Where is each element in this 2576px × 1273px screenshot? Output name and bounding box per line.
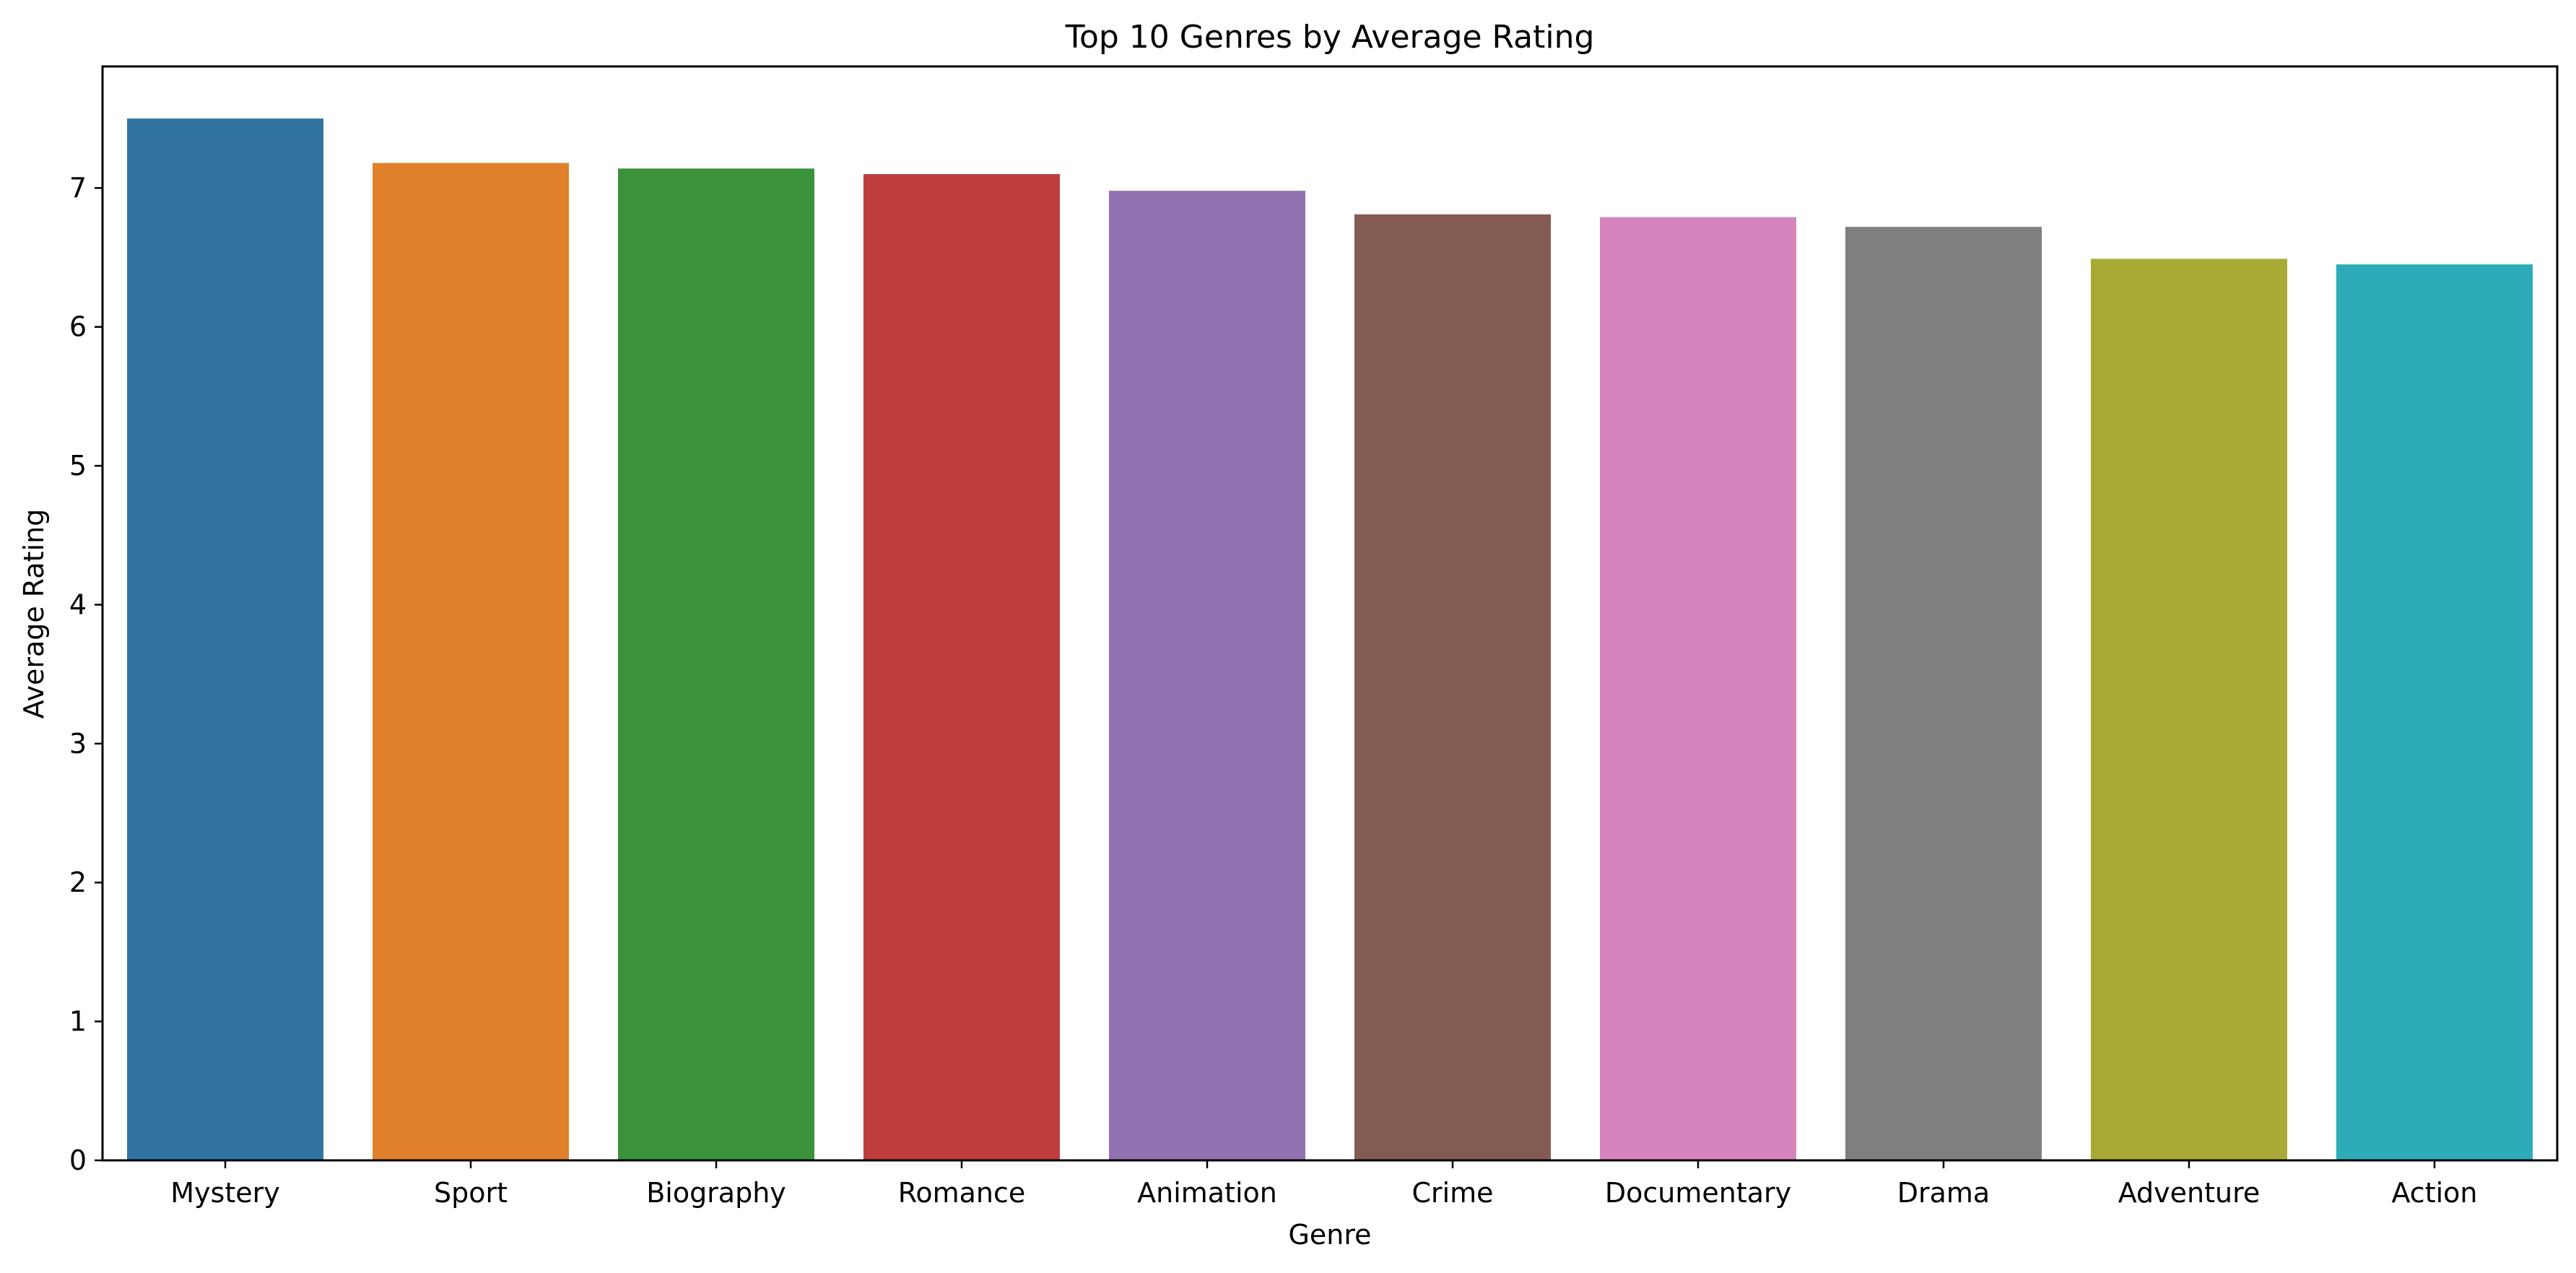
bar-drama xyxy=(1845,227,2042,1161)
x-axis-ticks: Mystery Sport Biography Romance Animation Cri… xyxy=(170,1160,2478,1209)
bar-romance xyxy=(863,174,1060,1161)
bars-group xyxy=(127,118,2533,1161)
x-tick-label: Romance xyxy=(898,1177,1026,1209)
x-tick-label: Documentary xyxy=(1605,1177,1791,1209)
plot-frame xyxy=(101,65,2559,1162)
bar-action xyxy=(2336,264,2533,1161)
bar-sport xyxy=(373,162,569,1161)
y-tick-label: 3 xyxy=(69,728,87,760)
y-tick-label: 5 xyxy=(69,450,87,482)
x-tick-label: Adventure xyxy=(2118,1177,2260,1209)
x-tick-label: Crime xyxy=(1411,1177,1493,1209)
y-tick-label: 0 xyxy=(69,1144,87,1176)
bar-adventure xyxy=(2091,258,2287,1160)
bar-crime xyxy=(1354,214,1551,1160)
bar-mystery xyxy=(127,118,323,1161)
chart-title: Top 10 Genres by Average Rating xyxy=(1065,19,1595,56)
bar-animation xyxy=(1109,191,1305,1161)
y-tick-label: 4 xyxy=(69,588,87,620)
x-tick-label: Animation xyxy=(1137,1177,1277,1209)
x-axis-label: Genre xyxy=(1288,1219,1371,1251)
y-tick-label: 6 xyxy=(69,311,87,343)
y-axis-label: Average Rating xyxy=(18,509,50,719)
x-tick-label: Mystery xyxy=(170,1177,279,1209)
bar-documentary xyxy=(1600,217,1796,1160)
x-tick-label: Sport xyxy=(434,1177,508,1209)
x-tick-label: Biography xyxy=(646,1177,786,1209)
y-axis-ticks: 0 1 2 3 4 5 6 7 xyxy=(69,172,103,1176)
x-tick-label: Action xyxy=(2391,1177,2477,1209)
y-tick-label: 7 xyxy=(69,172,87,204)
x-tick-label: Drama xyxy=(1897,1177,1990,1209)
bar-biography xyxy=(618,168,814,1160)
y-tick-label: 1 xyxy=(69,1006,87,1038)
y-tick-label: 2 xyxy=(69,866,87,898)
